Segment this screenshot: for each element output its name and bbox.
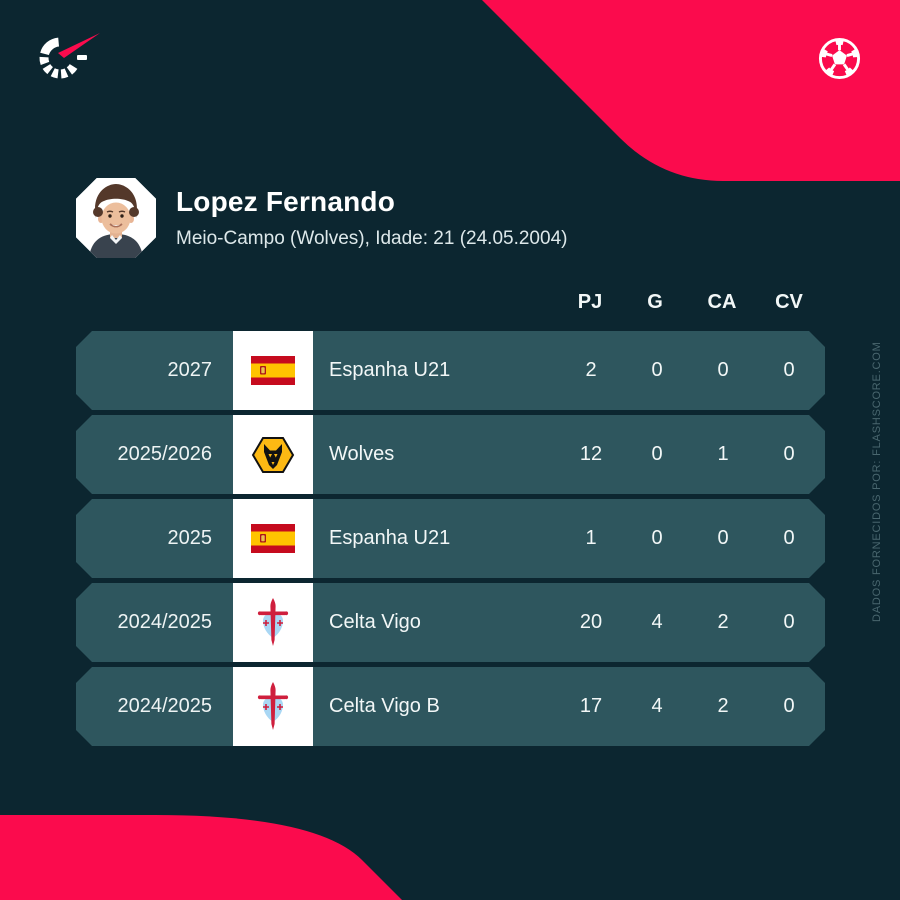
table-row[interactable]: 2025/2026 Wolves 12 0 1 0 [76, 415, 825, 494]
stat-g: 4 [651, 695, 663, 717]
page-title: Lopez Fernando [176, 186, 396, 217]
team-name: Celta Vigo [329, 611, 421, 633]
stat-g: 4 [651, 611, 663, 633]
stat-pj: 1 [585, 527, 597, 549]
player-details: Meio-Campo (Wolves), Idade: 21 (24.05.20… [176, 228, 568, 249]
stat-g: 0 [651, 359, 663, 381]
team-logo-cell [233, 667, 313, 746]
celta-vigo-badge-icon [251, 680, 295, 734]
column-header-ca: CA [707, 291, 737, 313]
season-label: 2025 [167, 527, 212, 549]
team-name: Espanha U21 [329, 359, 451, 381]
stat-g: 0 [651, 527, 663, 549]
table-row[interactable]: 2025 Espanha U21 1 0 0 0 [76, 499, 825, 578]
stat-cv: 0 [783, 527, 795, 549]
team-name: Espanha U21 [329, 527, 451, 549]
season-label: 2024/2025 [117, 611, 212, 633]
column-header-cv: CV [775, 291, 803, 313]
stat-cv: 0 [783, 443, 795, 465]
stat-ca: 0 [717, 527, 729, 549]
season-label: 2027 [167, 359, 212, 381]
team-logo-cell [233, 331, 313, 410]
spain-flag-icon [251, 524, 295, 553]
stat-g: 0 [651, 443, 663, 465]
celta-vigo-badge-icon [251, 596, 295, 650]
team-logo-cell [233, 583, 313, 662]
table-row[interactable]: 2024/2025 Celta Vigo 20 4 2 0 [76, 583, 825, 662]
season-label: 2025/2026 [117, 443, 212, 465]
player-photo [76, 178, 156, 258]
flashscore-logo-icon [39, 33, 100, 79]
column-header-g: G [647, 291, 663, 313]
top-right-accent-shape [482, 0, 900, 181]
football-icon [818, 37, 861, 80]
stat-ca: 0 [717, 359, 729, 381]
stat-ca: 1 [717, 443, 729, 465]
team-logo-cell [233, 415, 313, 494]
stat-cv: 0 [783, 359, 795, 381]
wolves-badge-icon [249, 434, 297, 476]
stat-pj: 17 [579, 695, 603, 717]
table-row[interactable]: 2027 Espanha U21 2 0 0 0 [76, 331, 825, 410]
column-header-pj: PJ [577, 291, 603, 313]
stat-pj: 20 [579, 611, 603, 633]
spain-flag-icon [251, 356, 295, 385]
table-row[interactable]: 2024/2025 Celta Vigo B 17 4 2 0 [76, 667, 825, 746]
stat-cv: 0 [783, 695, 795, 717]
team-name: Wolves [329, 443, 395, 465]
data-provider-note: DADOS FORNECIDOS POR: FLASHSCORE.COM [871, 341, 883, 622]
bottom-left-accent-shape [0, 815, 402, 900]
team-name: Celta Vigo B [329, 695, 440, 717]
season-label: 2024/2025 [117, 695, 212, 717]
player-avatar [76, 178, 156, 258]
stat-cv: 0 [783, 611, 795, 633]
stat-pj: 2 [585, 359, 597, 381]
stat-ca: 2 [717, 695, 729, 717]
stat-pj: 12 [579, 443, 603, 465]
stat-ca: 2 [717, 611, 729, 633]
team-logo-cell [233, 499, 313, 578]
